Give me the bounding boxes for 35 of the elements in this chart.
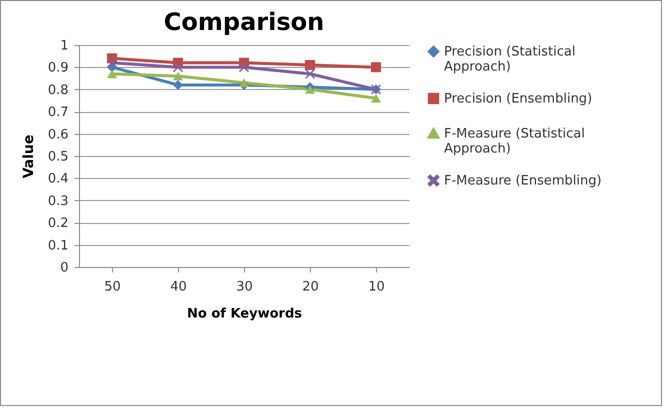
point: [107, 58, 117, 68]
point: [173, 80, 183, 90]
x-tick-label: 40: [170, 280, 187, 294]
point: [305, 60, 315, 70]
y-tick-label: 0.4: [48, 172, 68, 187]
point: [239, 78, 249, 88]
y-tick-label: 0.3: [48, 194, 68, 209]
legend-label: F-Measure (Statistical Approach): [444, 126, 585, 156]
x-tick-label: 50: [104, 280, 121, 294]
y-tick-label: 0.5: [48, 150, 68, 164]
x-tick-label: 10: [368, 280, 385, 294]
point: [173, 62, 183, 72]
point: [305, 85, 315, 94]
y-tick-label: 0.8: [48, 82, 68, 98]
point: [107, 70, 117, 78]
point: [239, 62, 249, 72]
x-axis-title: No of Keywords: [187, 306, 302, 322]
y-tick-label: 0.1: [48, 238, 68, 254]
point: [173, 72, 183, 80]
y-tick-label: 0: [60, 260, 68, 276]
chart-title: Comparison: [164, 8, 324, 36]
y-tick-label: 0.7: [48, 105, 68, 120]
y-tick-label: 1: [60, 38, 68, 54]
x-tick-label: 20: [302, 280, 319, 294]
legend-label: Precision (Ensembling): [444, 92, 592, 106]
legend-label: F-Measure (Ensembling): [444, 174, 602, 188]
x-tick-label: 30: [236, 280, 253, 294]
point: [371, 62, 381, 72]
point: [371, 94, 381, 103]
y-tick-label: 0.2: [48, 216, 68, 232]
legend-label: Precision (Statistical Approach): [444, 44, 576, 74]
point: [305, 68, 315, 79]
y-axis-title: Value: [20, 134, 37, 178]
y-tick-label: 0.9: [48, 60, 68, 76]
y-tick-label: 0.6: [48, 127, 68, 142]
